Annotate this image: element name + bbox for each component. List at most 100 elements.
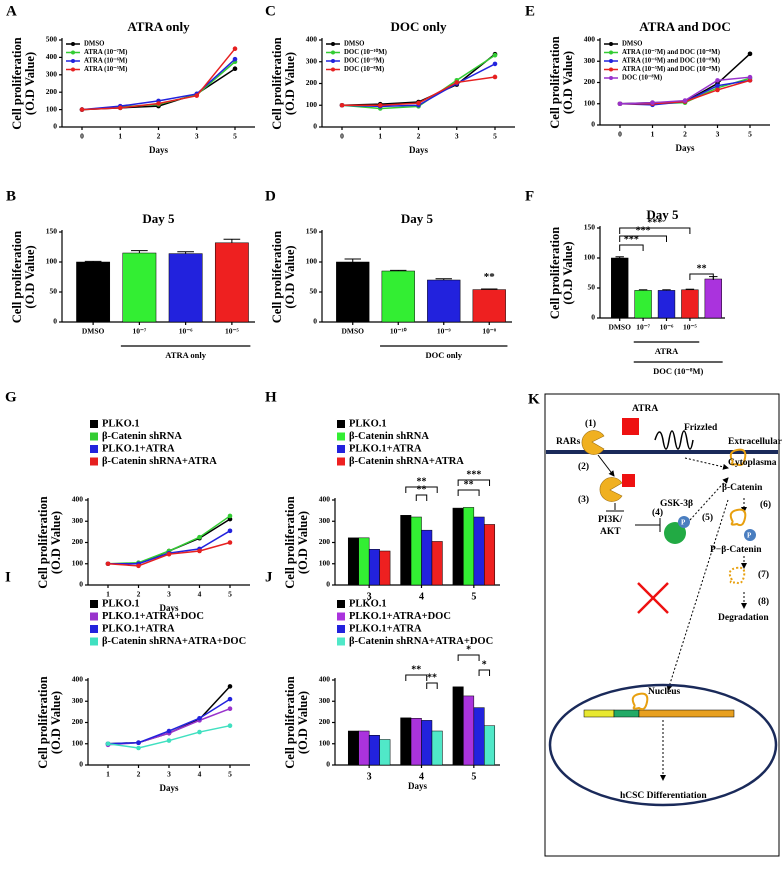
y-tick-label: 150 (46, 227, 58, 236)
x-tick-label: DMSO (608, 323, 631, 332)
data-point (136, 740, 141, 745)
y-tick-label: 100 (584, 98, 596, 107)
data-point (747, 78, 753, 83)
bar (379, 739, 391, 766)
block-x (637, 582, 669, 614)
x-tick-label: 3 (195, 132, 199, 141)
x-tick-label: 0 (618, 130, 622, 139)
legend-label: DOC (10⁻⁹M) (344, 58, 384, 65)
y-axis-label: Cell proliferation (283, 496, 297, 589)
legend-marker (71, 42, 75, 46)
data-point (377, 102, 383, 108)
y-tick-label: 400 (72, 675, 84, 684)
x-tick-label: 3 (455, 132, 459, 141)
panel-letter: D (265, 188, 276, 204)
data-point (105, 561, 111, 567)
x-tick-label: 3 (367, 771, 372, 782)
data-point (650, 100, 655, 105)
label: Degradation (718, 613, 769, 623)
bar (410, 718, 422, 766)
bar (473, 707, 485, 766)
label: (2) (578, 461, 589, 472)
label: (6) (760, 499, 771, 510)
y-tick-label: 150 (584, 223, 596, 232)
x-tick-label: 5 (228, 590, 232, 599)
bar (347, 730, 359, 766)
data-point (227, 540, 233, 545)
label: Extracellular (728, 437, 783, 447)
y-tick-label: 500 (46, 35, 58, 44)
legend-marker (331, 42, 335, 46)
bar (358, 730, 370, 766)
significance-bracket (457, 654, 480, 661)
chart-title: ATRA only (127, 19, 190, 34)
legend-label: PLKO.1+ATRA (102, 443, 175, 454)
group-label: DOC (10⁻⁸M) (653, 366, 703, 376)
bar (452, 686, 464, 766)
label: (1) (585, 418, 596, 429)
x-tick-label: 10⁻⁷ (636, 323, 650, 332)
x-axis-label: Days (149, 145, 168, 155)
bar (122, 252, 157, 323)
data-point (227, 513, 233, 519)
y-tick-label: 300 (306, 56, 318, 65)
y-tick-label: 200 (46, 87, 58, 96)
bar (421, 720, 433, 766)
legend-marker (609, 76, 613, 80)
legend-swatch (90, 612, 98, 621)
legend-marker (609, 59, 613, 63)
bar (358, 537, 370, 586)
y-axis-label: (O.D Value) (296, 691, 310, 754)
y-tick-label: 0 (313, 317, 317, 326)
arrow (666, 499, 729, 691)
significance: *** (647, 217, 662, 228)
y-axis-label: Cell proliferation (10, 37, 24, 130)
x-axis-label: Days (675, 143, 694, 153)
x-tick-label: 3 (716, 130, 720, 139)
x-tick-label: 0 (340, 132, 344, 141)
atra-bound (622, 474, 635, 487)
legend-label: β-Catenin shRNA+ATRA (349, 456, 464, 467)
y-axis-label: (O.D Value) (49, 691, 63, 754)
panel-letter: E (525, 3, 535, 19)
panel-letter: F (525, 188, 534, 204)
y-tick-label: 100 (72, 558, 84, 567)
y-axis-label: (O.D Value) (283, 52, 297, 115)
x-tick-label: 10⁻⁵ (683, 323, 697, 332)
x-tick-label: 1 (106, 590, 110, 599)
y-axis-label: Cell proliferation (283, 676, 297, 769)
data-point (232, 46, 238, 51)
x-tick-label: 10⁻⁹ (437, 327, 451, 336)
legend-label: ATRA (10⁻⁷M) (84, 49, 127, 56)
panel-letter: K (528, 391, 540, 407)
panel-letter: A (6, 3, 17, 19)
x-tick-label: 3 (167, 590, 171, 599)
x-tick-label: 2 (683, 130, 687, 139)
label: P (747, 532, 752, 540)
bar (472, 289, 506, 323)
x-tick-label: 1 (378, 132, 382, 141)
significance: ** (697, 263, 707, 274)
legend-label: β-Catenin shRNA+ATRA (102, 456, 217, 467)
bar (427, 279, 461, 323)
y-tick-label: 100 (306, 100, 318, 109)
x-tick-label: 4 (419, 591, 424, 602)
y-axis-label: (O.D Value) (561, 51, 575, 114)
x-tick-label: 2 (157, 132, 161, 141)
y-tick-label: 100 (584, 253, 596, 262)
significance: ** (417, 484, 427, 495)
significance-bracket (619, 235, 667, 242)
bar (681, 289, 699, 319)
y-tick-label: 400 (319, 675, 331, 684)
label: Nucleus (648, 687, 681, 697)
data-point (166, 551, 172, 557)
label: Frizzled (684, 423, 718, 433)
arrow (597, 454, 615, 477)
legend-swatch (337, 457, 345, 466)
legend-swatch (337, 612, 345, 621)
dna (583, 709, 615, 718)
legend-marker (609, 50, 613, 55)
label: (3) (578, 494, 589, 505)
legend-label: DMSO (84, 41, 104, 48)
data-point (339, 102, 345, 108)
